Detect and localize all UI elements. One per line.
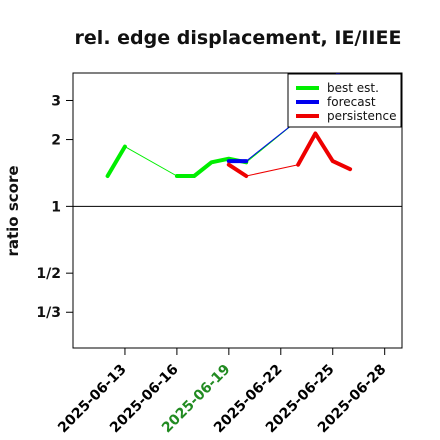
chart-title: rel. edge displacement, IE/IIEE	[75, 27, 402, 49]
series-line-best-est	[124, 146, 178, 177]
series-line-persistence	[245, 164, 299, 177]
plot-frame	[72, 72, 403, 349]
y-tick-label: 2	[51, 133, 61, 149]
series-line-persistence	[296, 131, 353, 172]
legend-label: best est.	[327, 81, 379, 95]
y-tick-label: 3	[51, 93, 61, 109]
legend-label: persistence	[327, 109, 396, 123]
y-tick-label: 1	[51, 199, 61, 215]
y-tick-label: 1/2	[36, 266, 61, 282]
legend-label: forecast	[327, 95, 376, 109]
series-line-best-est	[105, 144, 127, 178]
y-axis-label: ratio score	[4, 165, 22, 256]
series-line-persistence	[226, 162, 249, 178]
y-tick-label: 1/3	[36, 305, 61, 321]
